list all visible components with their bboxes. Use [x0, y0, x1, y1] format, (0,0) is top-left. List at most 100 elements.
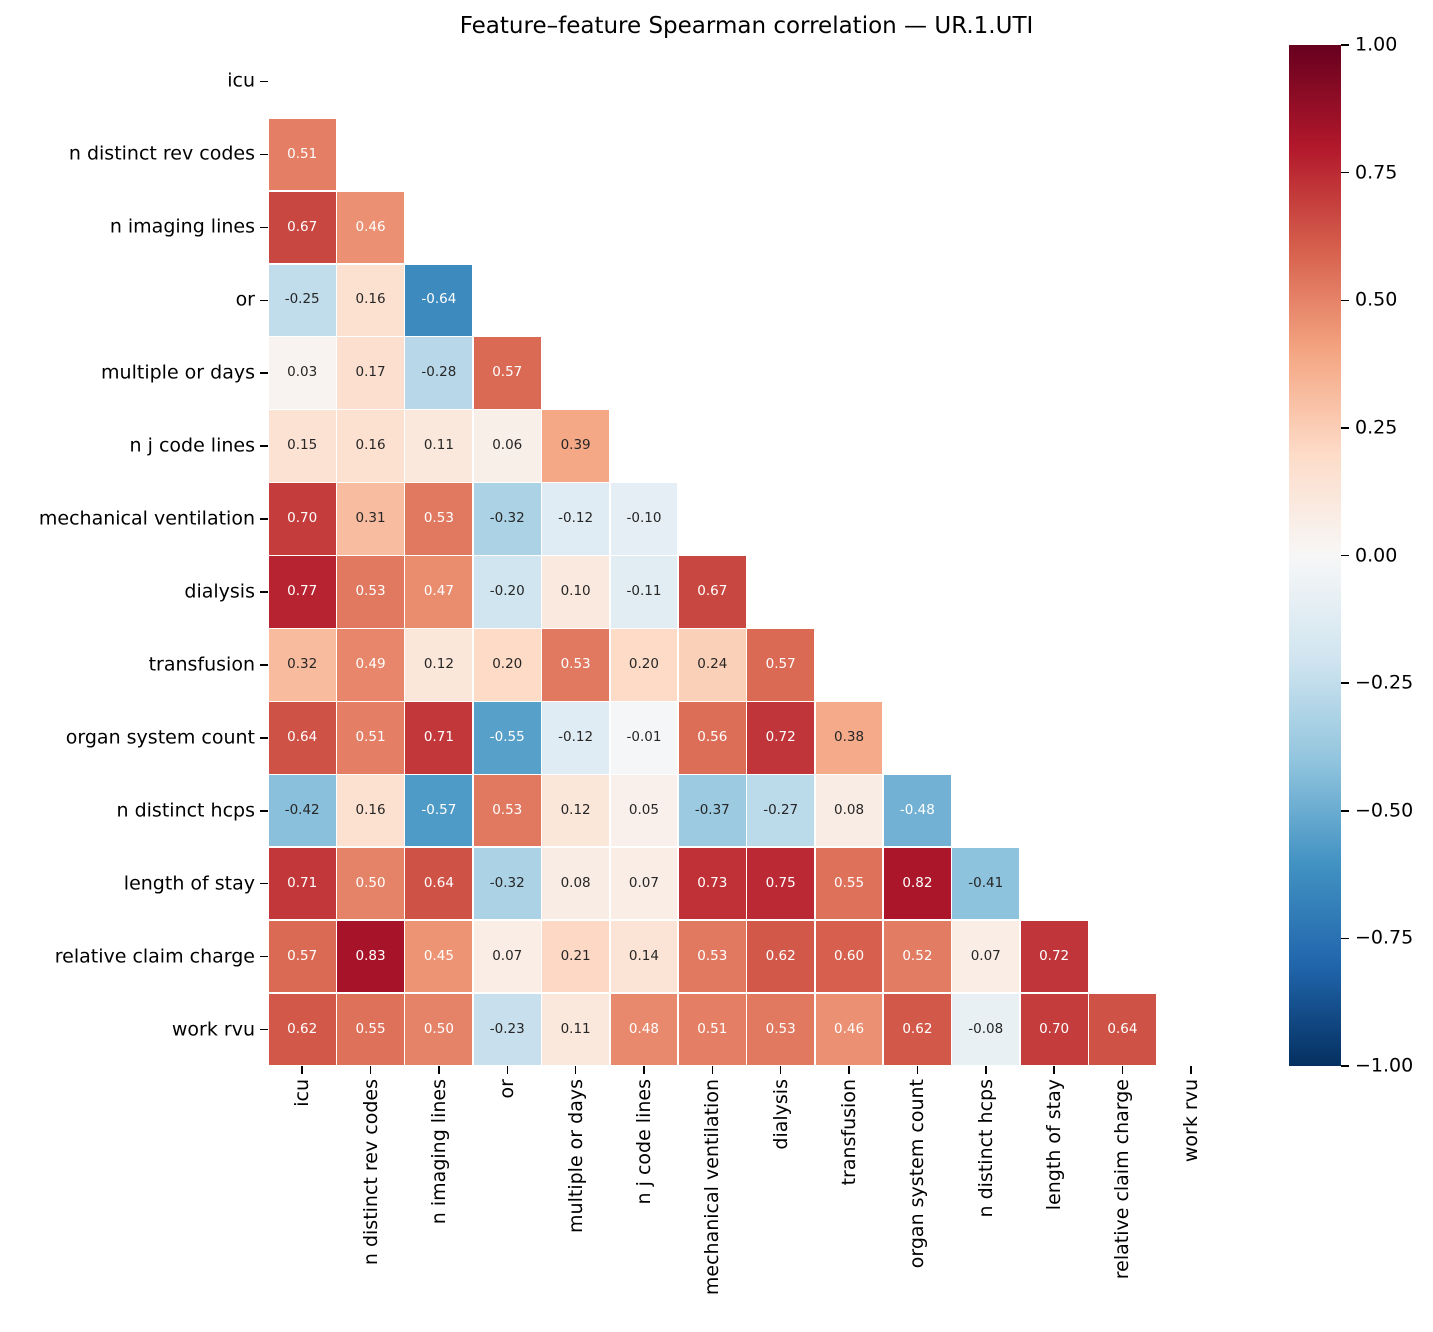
heatmap-cell: 0.53: [337, 556, 404, 628]
y-tick-mark: [260, 372, 268, 374]
heatmap-cell: 0.46: [815, 993, 883, 1066]
heatmap-cell: -0.25: [268, 264, 336, 336]
heatmap-cell: 0.55: [815, 847, 883, 920]
y-tick-label: n distinct rev codes: [68, 142, 255, 165]
y-tick-label: icu: [227, 69, 255, 92]
y-tick-mark: [260, 153, 268, 156]
x-tick-mark: [916, 1066, 919, 1074]
heatmap-cell: 0.17: [337, 337, 404, 409]
x-tick-label-text: multiple or days: [564, 1079, 587, 1233]
y-tick-mark: [260, 80, 268, 83]
heatmap-cell: 0.31: [337, 483, 404, 555]
y-tick-mark: [260, 664, 268, 666]
heatmap-cell: 0.11: [405, 410, 473, 482]
colorbar-tick-mark: [1341, 554, 1349, 557]
heatmap-cell: 0.15: [268, 410, 336, 482]
heatmap-cell: 0.49: [337, 629, 404, 701]
y-tick-label: n distinct hcps: [116, 799, 255, 822]
colorbar-tick-label: 1.00: [1355, 33, 1398, 56]
x-tick-label-text: n distinct hcps: [974, 1079, 997, 1218]
heatmap-cell: 0.83: [337, 920, 404, 993]
heatmap-cell: 0.71: [405, 702, 473, 774]
x-tick-label-text: n distinct rev codes: [359, 1079, 382, 1266]
y-tick-mark: [260, 810, 268, 812]
heatmap-cell: 0.55: [337, 993, 404, 1066]
colorbar-tick-mark: [1341, 810, 1349, 812]
colorbar-tick-mark: [1341, 427, 1349, 429]
colorbar-tick-mark: [1341, 171, 1349, 174]
colorbar-tick-mark: [1341, 1065, 1349, 1067]
heatmap-cell: -0.64: [405, 264, 473, 336]
heatmap-cell: 0.45: [405, 920, 473, 993]
colorbar-tick-mark: [1341, 44, 1349, 46]
colorbar-gradient: [1289, 45, 1341, 1066]
y-tick-label: n j code lines: [129, 434, 255, 457]
y-tick-label: dialysis: [184, 580, 255, 603]
heatmap-cell: 0.53: [678, 920, 746, 993]
colorbar-tick-mark: [1341, 937, 1349, 940]
x-tick-label-text: icu: [291, 1079, 314, 1107]
heatmap-cell: 0.51: [337, 702, 404, 774]
heatmap-cell: 0.67: [678, 556, 746, 628]
heatmap-cell: 0.03: [268, 337, 336, 409]
heatmap-cell: 0.08: [542, 847, 610, 920]
heatmap-cell: -0.01: [610, 702, 678, 774]
heatmap-cell: 0.72: [747, 702, 815, 774]
heatmap-cell: 0.24: [678, 629, 746, 701]
colorbar-tick-label: −0.75: [1355, 926, 1414, 949]
heatmap-cell: 0.56: [678, 702, 746, 774]
colorbar-tick-label: 0.25: [1355, 416, 1398, 439]
x-tick-mark: [438, 1066, 440, 1074]
x-tick-label-text: work rvu: [1179, 1079, 1202, 1163]
y-tick-label: work rvu: [171, 1018, 255, 1041]
heatmap-cell: 0.07: [473, 920, 541, 993]
heatmap-cell: 0.47: [405, 556, 473, 628]
heatmap-cell: 0.16: [337, 410, 404, 482]
colorbar-tick-label: 0.50: [1355, 288, 1398, 311]
heatmap-cell: 0.16: [337, 264, 404, 336]
heatmap-cell: 0.52: [883, 920, 951, 993]
heatmap-cell: 0.72: [1020, 920, 1088, 993]
heatmap-cell: 0.51: [268, 118, 336, 191]
y-tick-label: mechanical ventilation: [38, 507, 255, 530]
colorbar-tick-mark: [1341, 299, 1349, 301]
y-tick-mark: [260, 226, 268, 229]
heatmap-cell: -0.32: [473, 847, 541, 920]
colorbar-tick-mark: [1341, 682, 1349, 684]
heatmap-cell: 0.53: [747, 993, 815, 1066]
y-tick-mark: [260, 518, 268, 520]
heatmap-cell: 0.73: [678, 847, 746, 920]
heatmap-cell: 0.12: [542, 775, 610, 847]
heatmap-cell: 0.64: [405, 847, 473, 920]
heatmap-cell: -0.42: [268, 775, 336, 847]
heatmap-cell: 0.12: [405, 629, 473, 701]
heatmap-cell: -0.41: [952, 847, 1020, 920]
y-tick-mark: [260, 882, 268, 885]
x-tick-label-text: dialysis: [769, 1079, 792, 1150]
heatmap-cell: 0.57: [473, 337, 541, 409]
heatmap-cell: 0.77: [268, 556, 336, 628]
heatmap-cell: 0.46: [337, 191, 404, 264]
heatmap-cell: -0.55: [473, 702, 541, 774]
colorbar-tick-label: −0.25: [1355, 671, 1414, 694]
y-tick-mark: [260, 737, 268, 739]
heatmap-cell: -0.27: [747, 775, 815, 847]
heatmap-cell: 0.06: [473, 410, 541, 482]
y-tick-mark: [260, 955, 268, 958]
heatmap-cell: 0.07: [610, 847, 678, 920]
x-tick-label-text: transfusion: [838, 1079, 861, 1186]
heatmap-cell: -0.32: [473, 483, 541, 555]
colorbar-tick-label: 0.00: [1355, 544, 1398, 566]
colorbar-tick-label: −1.00: [1355, 1054, 1414, 1077]
y-tick-label: transfusion: [148, 653, 255, 676]
heatmap-cell: 0.67: [268, 191, 336, 264]
x-tick-mark: [1053, 1066, 1055, 1074]
heatmap-cell: 0.20: [610, 629, 678, 701]
y-tick-mark: [260, 445, 268, 447]
x-tick-mark: [301, 1066, 303, 1074]
heatmap-cell: 0.64: [1089, 993, 1156, 1066]
x-tick-mark: [506, 1066, 508, 1074]
heatmap-cell: -0.10: [610, 483, 678, 555]
heatmap-cell: -0.37: [678, 775, 746, 847]
x-tick-mark: [1121, 1066, 1124, 1074]
